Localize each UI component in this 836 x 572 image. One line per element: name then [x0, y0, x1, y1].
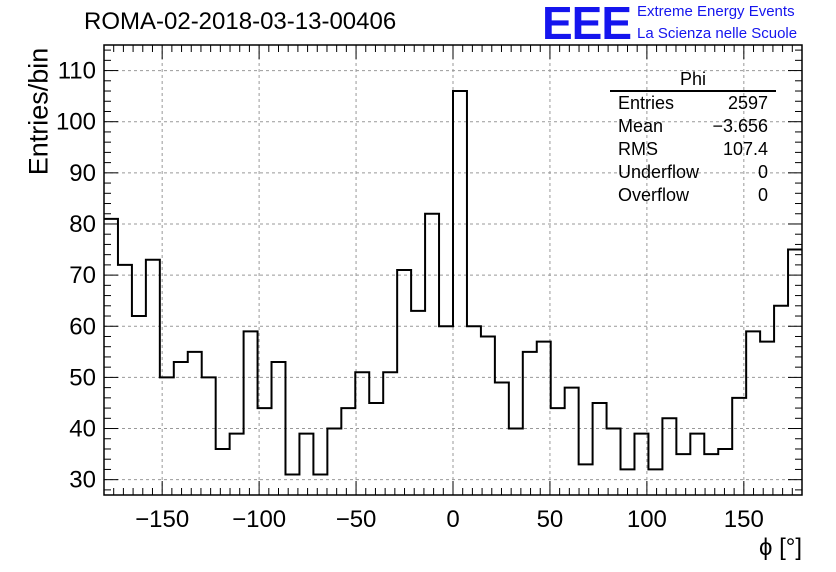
stat-row-underflow: Underflow 0 — [610, 161, 776, 184]
y-tick-label: 80 — [69, 211, 96, 238]
y-tick-label: 60 — [69, 313, 96, 340]
stat-value: 2597 — [727, 93, 768, 113]
stats-title: Phi — [610, 68, 776, 92]
stat-label: Overflow — [618, 185, 690, 205]
chart-title: ROMA-02-2018-03-13-00406 — [84, 8, 397, 35]
y-tick-label: 70 — [69, 262, 96, 289]
y-tick-label: 30 — [69, 467, 96, 494]
logo-line-2: La Scienza nelle Scuole — [637, 25, 798, 42]
x-axis-label: ϕ [°] — [758, 534, 802, 561]
x-tick-label: 50 — [537, 506, 564, 533]
y-tick-label: 110 — [58, 58, 96, 85]
x-tick-label: −150 — [135, 506, 189, 533]
stat-value: 0 — [757, 162, 768, 182]
stat-value: −3.656 — [712, 116, 768, 136]
y-tick-label: 40 — [69, 416, 96, 443]
stat-label: Underflow — [618, 162, 700, 182]
eee-logo: EEE — [542, 0, 632, 49]
y-tick-label: 90 — [69, 160, 96, 187]
stat-label: Entries — [618, 93, 675, 113]
x-tick-label: 100 — [627, 506, 667, 533]
y-axis-label: Entries/bin — [23, 47, 54, 176]
x-tick-label: 0 — [446, 506, 459, 533]
x-tick-label: 150 — [724, 506, 764, 533]
stat-value: 0 — [757, 185, 768, 205]
x-tick-label: −50 — [336, 506, 377, 533]
y-tick-label: 100 — [56, 109, 96, 136]
x-tick-label: −100 — [232, 506, 286, 533]
logo-line-1: Extreme Energy Events — [637, 3, 795, 20]
stat-row-rms: RMS 107.4 — [610, 138, 776, 161]
stat-row-entries: Entries 2597 — [610, 92, 776, 115]
stat-value: 107.4 — [722, 139, 768, 159]
stat-label: RMS — [618, 139, 658, 159]
histogram-line — [104, 90, 802, 476]
stats-box: Phi Entries 2597 Mean −3.656 RMS 107.4 U… — [610, 68, 776, 207]
stat-label: Mean — [618, 116, 664, 136]
y-tick-label: 50 — [69, 364, 96, 391]
plot-frame — [103, 44, 803, 496]
stat-row-mean: Mean −3.656 — [610, 115, 776, 138]
stat-row-overflow: Overflow 0 — [610, 184, 776, 207]
